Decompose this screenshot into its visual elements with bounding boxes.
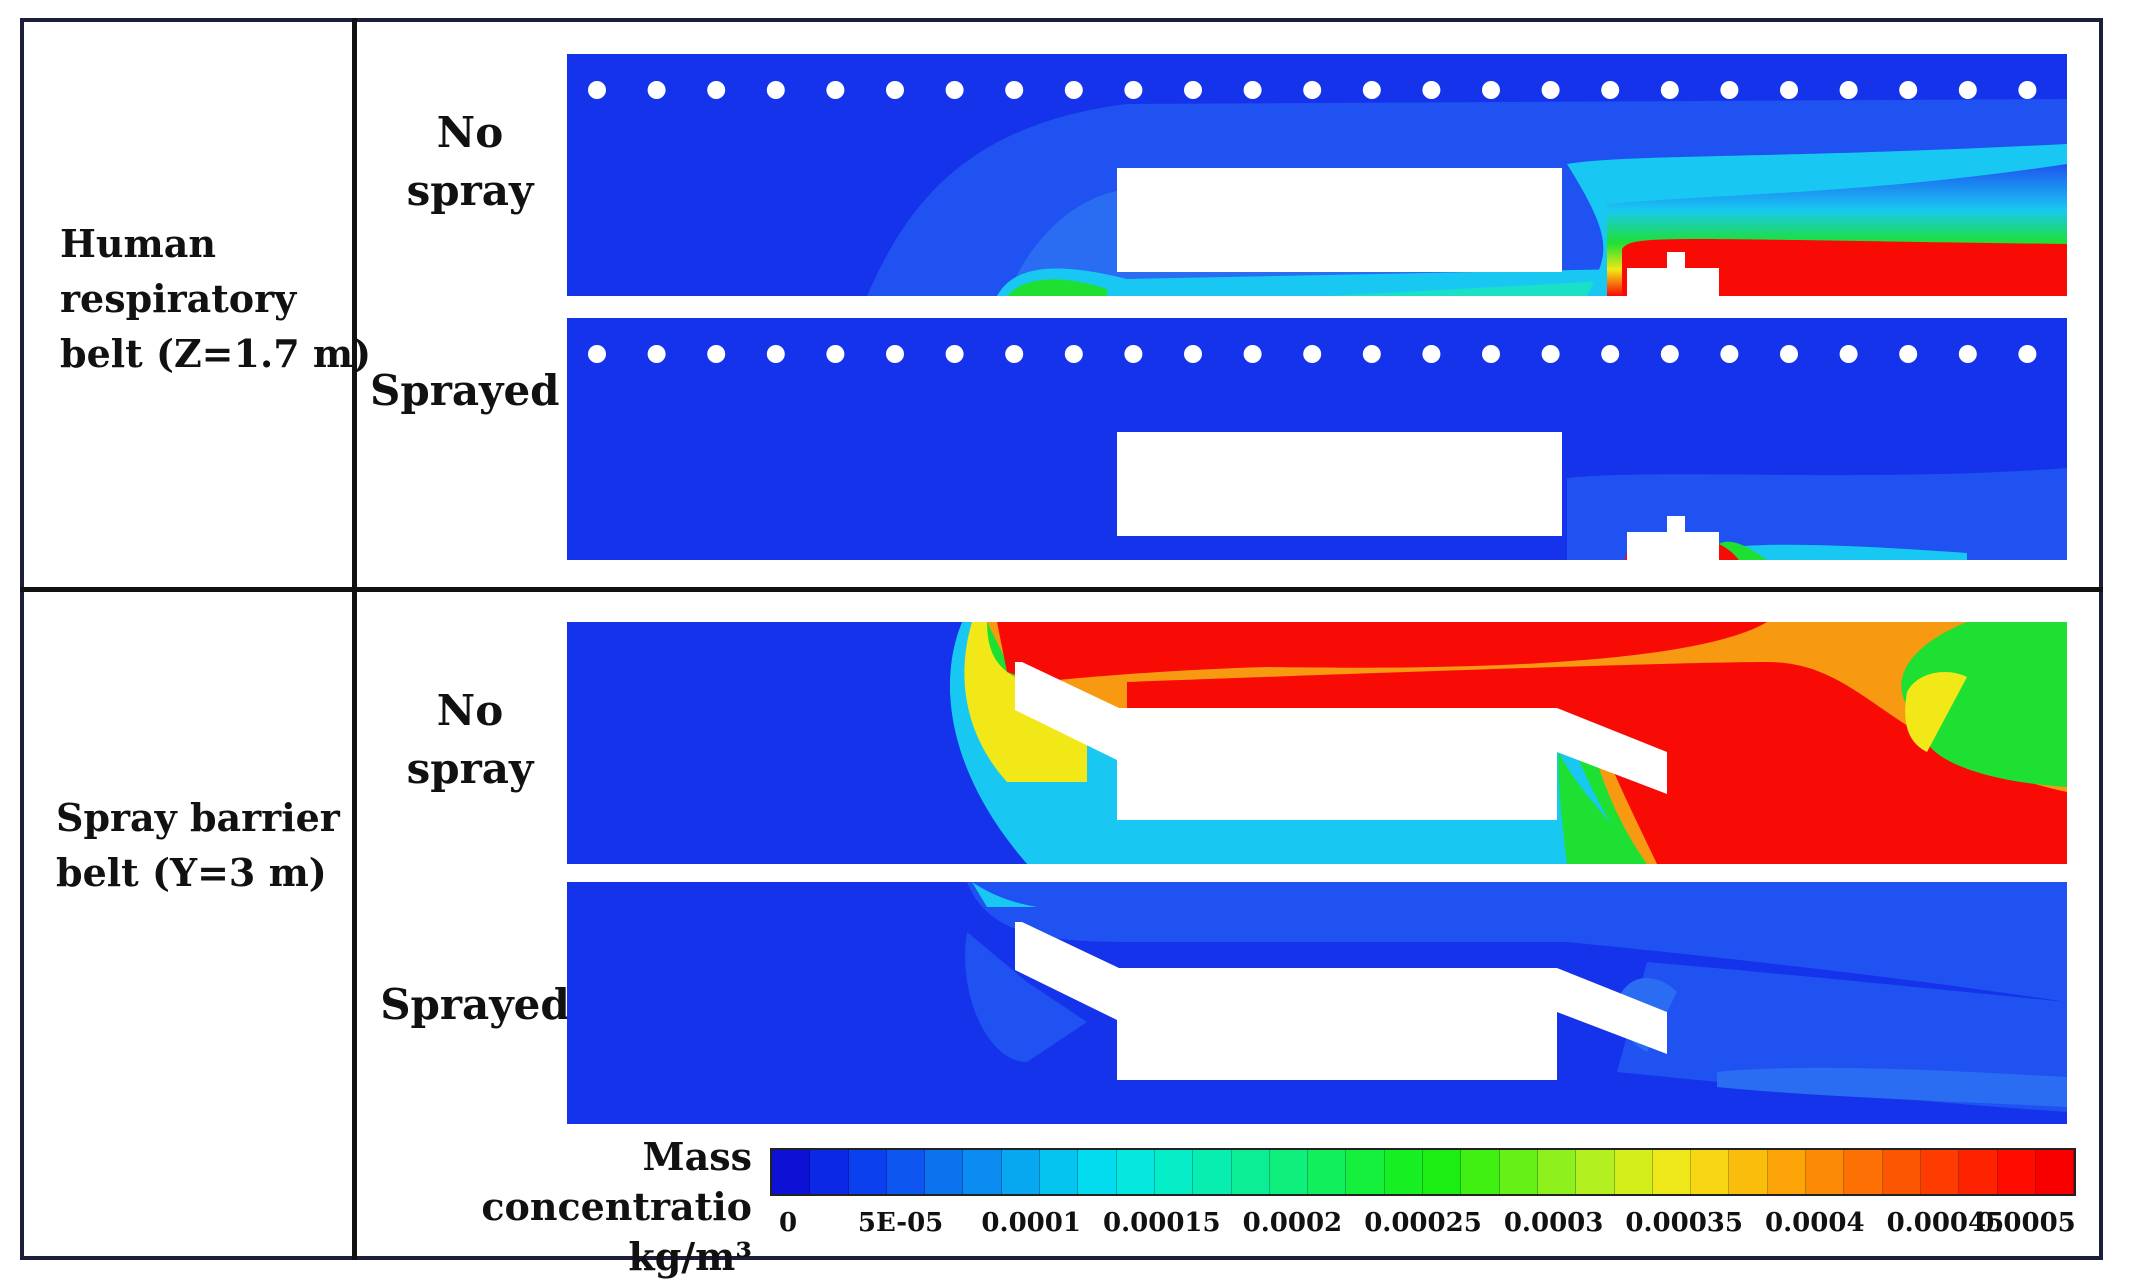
colorbar-segment bbox=[1001, 1150, 1041, 1194]
colorbar-segment bbox=[1959, 1150, 1998, 1194]
nozzle-row bbox=[588, 81, 2037, 99]
colorbar-segment bbox=[1499, 1150, 1538, 1194]
colorbar-segment bbox=[1231, 1150, 1270, 1194]
contour-z-no-spray bbox=[567, 54, 2067, 296]
colorbar-segment bbox=[1729, 1150, 1768, 1194]
colorbar-tick-label: 0.0001 bbox=[981, 1208, 1081, 1238]
colorbar-ticks: 0 5E-05 0.0001 0.00015 0.0002 0.00025 0.0003 0.… bbox=[770, 1208, 2076, 1248]
colorbar-segment bbox=[1537, 1150, 1577, 1194]
colorbar-segment bbox=[925, 1150, 964, 1194]
contour-y-no-spray bbox=[567, 622, 2067, 864]
colorbar-title: Mass concentratio kg/m³ bbox=[481, 1134, 752, 1279]
colorbar-segment bbox=[1997, 1150, 2036, 1194]
colorbar-segment bbox=[1652, 1150, 1692, 1194]
colorbar-tick-label: 0.00045 bbox=[1886, 1208, 2005, 1238]
colorbar-segment bbox=[1576, 1150, 1615, 1194]
colorbar-tick-label: 0.00015 bbox=[1102, 1208, 1221, 1238]
colorbar-segment bbox=[1461, 1150, 1500, 1194]
colorbar-tick-label: 0.0005 bbox=[1976, 1208, 2076, 1238]
colorbar-segment bbox=[772, 1150, 811, 1194]
colorbar-segment bbox=[810, 1150, 849, 1194]
colorbar-segment bbox=[1308, 1150, 1347, 1194]
colorbar-tick-label: 0.00025 bbox=[1364, 1208, 1482, 1238]
colorbar-tick-label: 5E-05 bbox=[857, 1208, 944, 1238]
row-divider bbox=[20, 587, 2103, 592]
colorbar-segment bbox=[963, 1150, 1002, 1194]
colorbar-tick-label: 0.0002 bbox=[1242, 1208, 1343, 1238]
figure-frame bbox=[20, 18, 2103, 1260]
colorbar bbox=[770, 1148, 2076, 1196]
colorbar-segment bbox=[1423, 1150, 1462, 1194]
row-label-spray-barrier-belt: Spray barrier belt (Y=3 m) bbox=[56, 795, 340, 895]
colorbar-segment bbox=[886, 1150, 926, 1194]
colorbar-segment bbox=[1193, 1150, 1232, 1194]
colorbar-segment bbox=[1691, 1150, 1730, 1194]
row-label-respiratory-belt: Human respiratory belt (Z=1.7 m) bbox=[60, 221, 372, 376]
colorbar-segment bbox=[2035, 1150, 2075, 1194]
colorbar-segment bbox=[1154, 1150, 1194, 1194]
colorbar-segment bbox=[1882, 1150, 1921, 1194]
colorbar-tick-label: 0.00035 bbox=[1625, 1208, 1743, 1238]
colorbar-segment bbox=[1767, 1150, 1807, 1194]
colorbar-segment bbox=[1806, 1150, 1845, 1194]
contour-z-sprayed bbox=[567, 318, 2067, 560]
colorbar-segment bbox=[1269, 1150, 1309, 1194]
panel-label-z-no-spray: No spray bbox=[406, 108, 534, 215]
colorbar-tick-label: 0 bbox=[778, 1208, 798, 1238]
colorbar-segment bbox=[1384, 1150, 1424, 1194]
nozzle-row bbox=[588, 345, 2037, 363]
colorbar-segment bbox=[1920, 1150, 1960, 1194]
colorbar-segment bbox=[1116, 1150, 1155, 1194]
panel-label-y-sprayed: Sprayed bbox=[380, 980, 570, 1029]
panel-label-y-no-spray: No spray bbox=[406, 686, 534, 793]
colorbar-segment bbox=[1040, 1150, 1079, 1194]
colorbar-segment bbox=[1844, 1150, 1883, 1194]
panel-label-z-sprayed: Sprayed bbox=[370, 366, 560, 415]
colorbar-segment bbox=[1614, 1150, 1653, 1194]
colorbar-tick-label: 0.0003 bbox=[1503, 1208, 1604, 1238]
colorbar-tick-label: 0.0004 bbox=[1765, 1208, 1865, 1238]
contour-y-sprayed bbox=[567, 882, 2067, 1124]
colorbar-segment bbox=[1346, 1150, 1385, 1194]
colorbar-segment bbox=[848, 1150, 887, 1194]
column-divider bbox=[352, 18, 357, 1260]
colorbar-segment bbox=[1078, 1150, 1117, 1194]
